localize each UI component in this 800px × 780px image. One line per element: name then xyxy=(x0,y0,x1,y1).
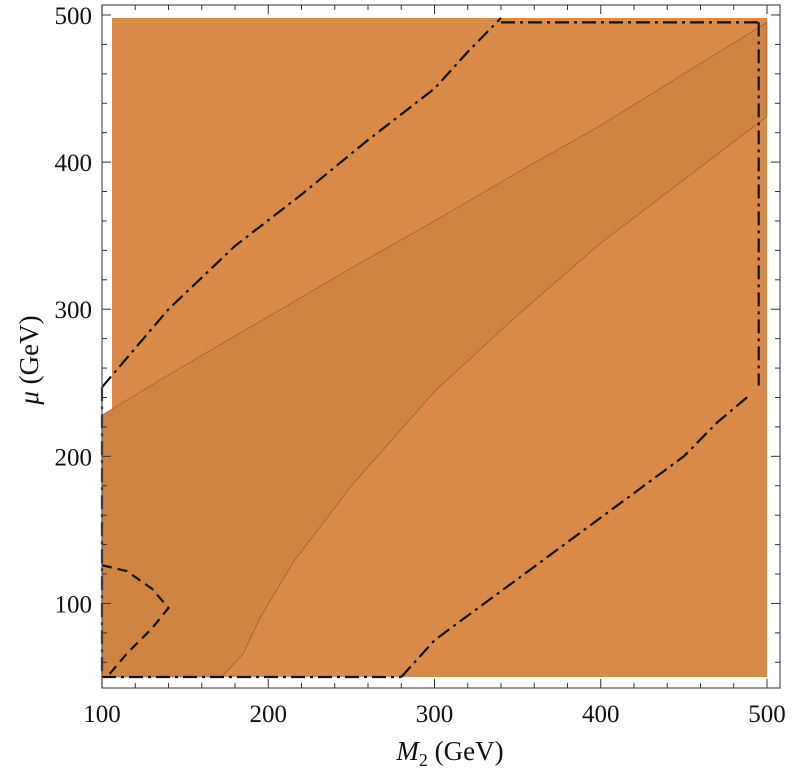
x-tick-label: 300 xyxy=(416,701,454,728)
y-tick-label: 100 xyxy=(55,591,93,618)
regions-layer xyxy=(101,18,768,678)
x-tick-label: 500 xyxy=(748,701,786,728)
contour-left-dashed xyxy=(101,564,170,678)
y-tick-label: 400 xyxy=(55,150,93,177)
y-tick-label: 200 xyxy=(55,444,93,471)
contour-lower-dashdot xyxy=(400,393,752,678)
plot-frame xyxy=(101,4,781,689)
y-tick-label: 300 xyxy=(55,297,93,324)
x-tick-label: 100 xyxy=(83,701,121,728)
region-inner-band xyxy=(101,21,768,678)
contour-upper-dashdot xyxy=(101,17,502,388)
ticks-layer: 100 200 300 400 500 100 200 300 400 500 xyxy=(55,3,786,728)
x-tick-label: 200 xyxy=(250,701,288,728)
x-tick-label: 400 xyxy=(582,701,620,728)
x-axis-label: M2 (GeV) xyxy=(395,736,503,770)
y-axis-label: μ (GeV) xyxy=(14,315,44,405)
frame-box xyxy=(101,4,781,689)
y-tick-label: 500 xyxy=(55,3,93,30)
